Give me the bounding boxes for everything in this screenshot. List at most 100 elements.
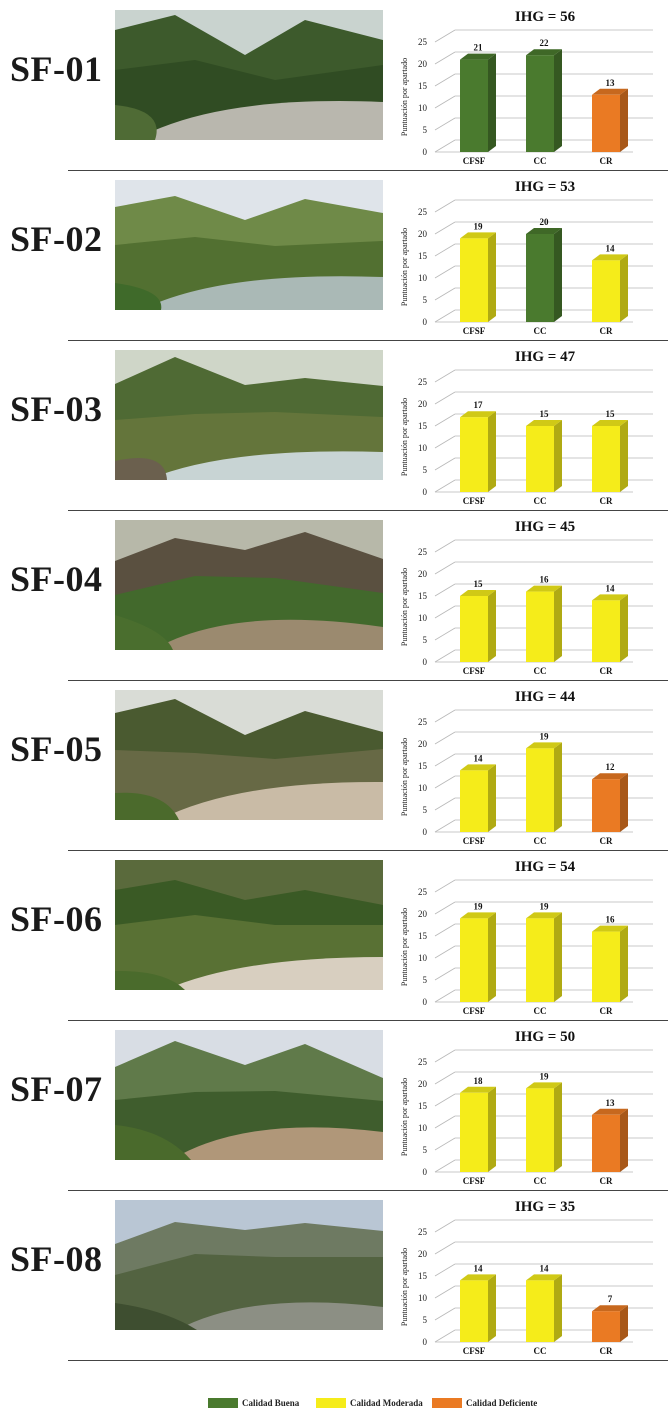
y-axis-label: Puntuación por apartado — [400, 908, 409, 986]
y-tick-label: 0 — [423, 1167, 428, 1177]
river-photo-sf06 — [115, 860, 383, 990]
bar-front — [592, 779, 620, 832]
gridline-depth — [434, 649, 456, 663]
x-tick-label: CC — [534, 1346, 547, 1356]
legend-swatch — [208, 1398, 238, 1408]
bar-value-label: 16 — [606, 915, 616, 925]
x-tick-label: CC — [534, 326, 547, 336]
bar-front — [526, 234, 554, 322]
bar — [526, 420, 562, 492]
y-tick-label: 5 — [423, 975, 428, 985]
site-photo — [115, 1030, 383, 1160]
bar-top — [526, 742, 562, 749]
gridline-depth — [434, 627, 456, 641]
gridline-depth — [434, 1137, 456, 1151]
x-tick-label: CR — [600, 1176, 613, 1186]
y-tick-label: 10 — [418, 103, 428, 113]
site-panel: SF-03 IHG = 47 0 5 10 15 20 25 Puntuación por ap… — [0, 342, 670, 512]
site-photo — [115, 350, 383, 480]
legend-swatch — [316, 1398, 346, 1408]
site-panel: SF-06 IHG = 54 0 5 10 15 20 25 Puntuación por ap… — [0, 852, 670, 1022]
bar-value-label: 21 — [474, 43, 484, 53]
panel-divider — [68, 680, 668, 681]
bar-front — [526, 426, 554, 492]
gridline-depth — [434, 775, 456, 789]
bar-value-label: 15 — [540, 409, 550, 419]
x-tick-label: CFSF — [463, 1006, 486, 1016]
bar-side — [620, 773, 628, 832]
legend-item-buena: Calidad Buena — [208, 1396, 299, 1410]
y-tick-label: 0 — [423, 827, 428, 837]
legend-item-deficiente: Calidad Deficiente — [432, 1396, 537, 1410]
gridline-depth — [434, 539, 456, 553]
y-axis-label: Puntuación por apartado — [400, 228, 409, 306]
y-tick-label: 15 — [418, 421, 428, 431]
gridline-depth — [434, 391, 456, 405]
gridline-depth — [434, 1329, 456, 1343]
bar-top — [460, 912, 496, 919]
bar-value-label: 18 — [474, 1076, 484, 1086]
site-photo — [115, 10, 383, 140]
bar-front — [592, 931, 620, 1002]
y-tick-label: 25 — [418, 1057, 428, 1067]
bar-value-label: 19 — [540, 1071, 550, 1081]
bar — [460, 1274, 496, 1342]
gridline-depth — [434, 73, 456, 87]
bar-top — [592, 420, 628, 426]
bar-top — [460, 764, 496, 771]
legend-swatch — [432, 1398, 462, 1408]
bar-value-label: 13 — [606, 1098, 616, 1108]
bar-front — [592, 94, 620, 152]
bar-value-label: 19 — [474, 221, 484, 231]
y-axis-label: Puntuación por apartado — [400, 1248, 409, 1326]
bar-side — [620, 1305, 628, 1342]
bar — [592, 1305, 628, 1342]
bar-value-label: 17 — [474, 400, 484, 410]
bar-value-label: 13 — [606, 78, 616, 88]
y-tick-label: 20 — [418, 229, 428, 239]
site-label: SF-07 — [10, 1069, 103, 1109]
y-tick-label: 15 — [418, 761, 428, 771]
legend-label: Calidad Deficiente — [466, 1398, 538, 1408]
gridline-depth — [434, 265, 456, 279]
bar-value-label: 12 — [606, 762, 616, 772]
y-tick-label: 20 — [418, 569, 428, 579]
bar-top — [592, 773, 628, 780]
y-tick-label: 20 — [418, 739, 428, 749]
bar-top — [592, 594, 628, 601]
x-tick-label: CFSF — [463, 1346, 486, 1356]
bar — [592, 1108, 628, 1172]
site-panel: SF-02 IHG = 53 0 5 10 15 20 25 Puntuación por ap… — [0, 172, 670, 342]
gridline-depth — [434, 287, 456, 301]
bar-front — [526, 1280, 554, 1342]
chart-title: IHG = 54 — [515, 859, 576, 875]
bar-side — [620, 925, 628, 1002]
bar-top — [526, 420, 562, 426]
gridline-depth — [434, 605, 456, 619]
bar-top — [526, 228, 562, 234]
bar-front — [592, 600, 620, 662]
bar-front — [592, 1311, 620, 1342]
bar-side — [488, 1274, 496, 1342]
bar-top — [526, 585, 562, 592]
river-photo-sf04 — [115, 520, 383, 650]
panel-divider — [68, 850, 668, 851]
y-tick-label: 20 — [418, 59, 428, 69]
bar — [592, 88, 628, 152]
site-photo — [115, 1200, 383, 1330]
bar-top — [460, 1086, 496, 1093]
y-tick-label: 0 — [423, 147, 428, 157]
gridline-depth — [434, 945, 456, 959]
x-tick-label: CR — [600, 156, 613, 166]
site-photo — [115, 520, 383, 650]
gridline-depth — [434, 243, 456, 257]
y-tick-label: 15 — [418, 931, 428, 941]
x-tick-label: CR — [600, 496, 613, 506]
gridline-depth — [434, 923, 456, 937]
site-panel: SF-07 IHG = 50 0 5 10 15 20 25 Puntuación por ap… — [0, 1022, 670, 1192]
bar-top — [592, 925, 628, 932]
bar-top — [460, 590, 496, 596]
y-tick-label: 5 — [423, 465, 428, 475]
y-tick-label: 5 — [423, 635, 428, 645]
chart-title: IHG = 47 — [515, 349, 576, 365]
